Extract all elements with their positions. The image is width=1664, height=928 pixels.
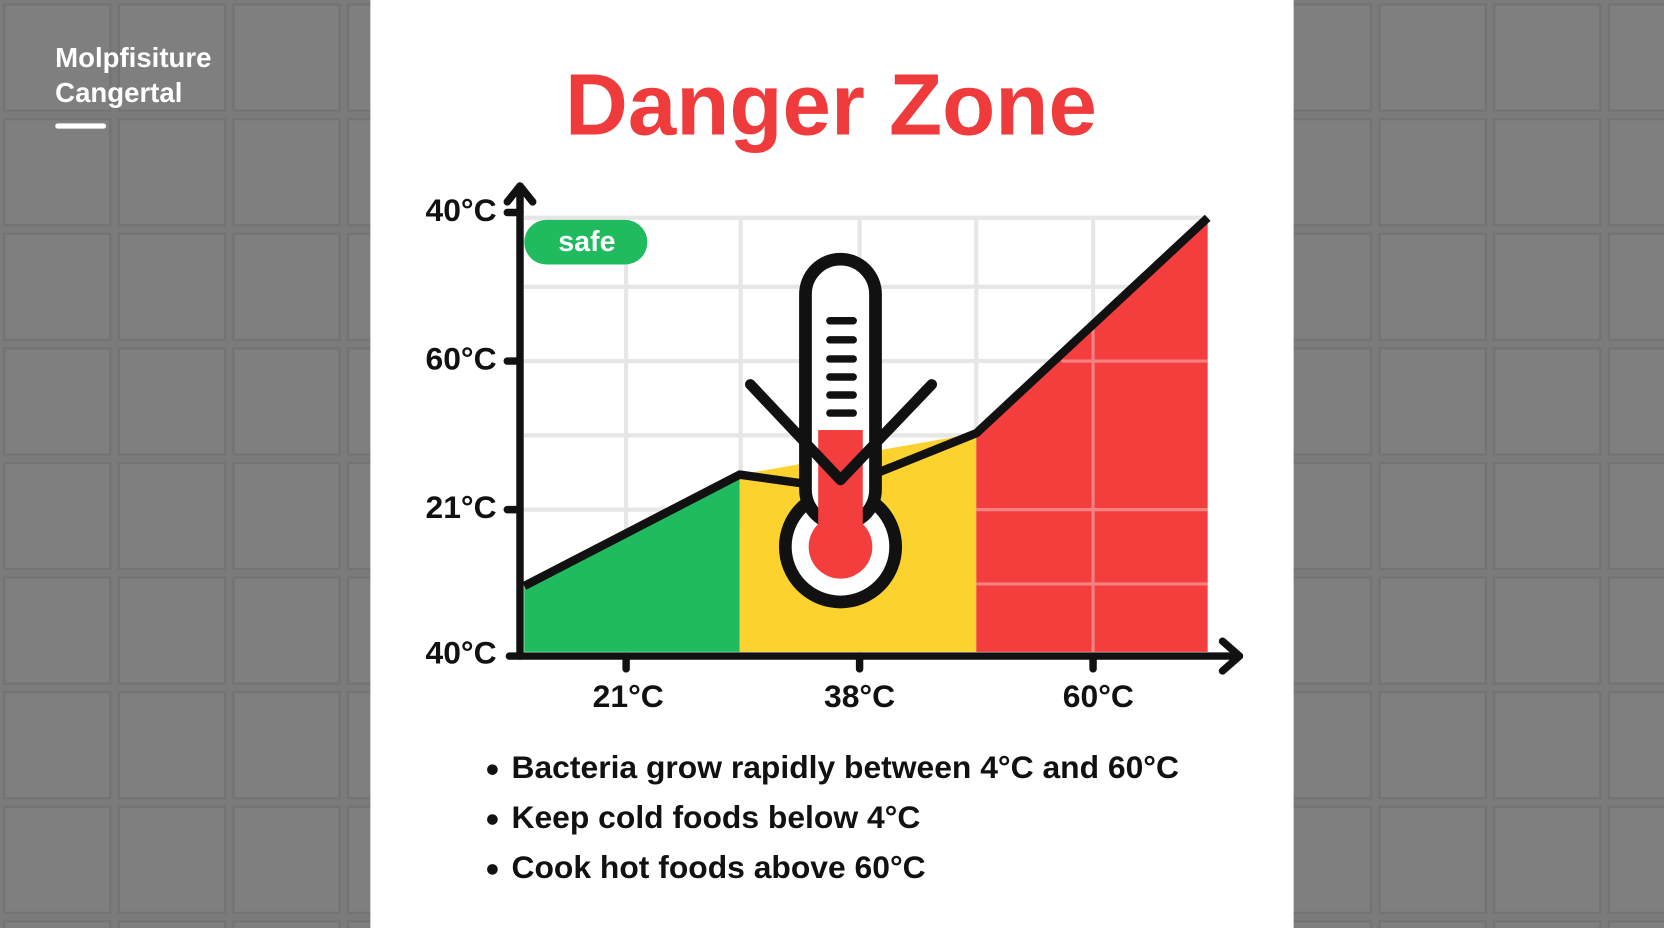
y-label: 21°C: [426, 489, 497, 525]
bullet-dot: [487, 764, 498, 775]
y-label: 40°C: [426, 634, 497, 670]
axes: [503, 182, 1244, 675]
bullet-dot: [487, 814, 498, 825]
bullet-dot: [487, 864, 498, 875]
title: Danger Zone: [565, 57, 1097, 154]
brand-line: Cangertal: [55, 77, 182, 108]
thermometer: [744, 252, 938, 609]
y-label: 40°C: [426, 192, 497, 228]
safe-badge-text: safe: [558, 226, 615, 258]
bullet-text: Bacteria grow rapidly between 4°C and 60…: [512, 749, 1180, 785]
brand-underline: [55, 123, 107, 129]
safe-area: [524, 474, 740, 652]
safe-badge: [524, 219, 648, 265]
x-label: 21°C: [593, 678, 664, 714]
danger-grid: [976, 329, 1208, 652]
y-label: 60°C: [426, 340, 497, 376]
bullet-text: Keep cold foods below 4°C: [512, 799, 921, 835]
brand-line: Molpfisiture: [55, 42, 211, 73]
x-label: 38°C: [824, 678, 895, 714]
x-label: 60°C: [1063, 678, 1134, 714]
bullet-text: Cook hot foods above 60°C: [512, 849, 926, 885]
